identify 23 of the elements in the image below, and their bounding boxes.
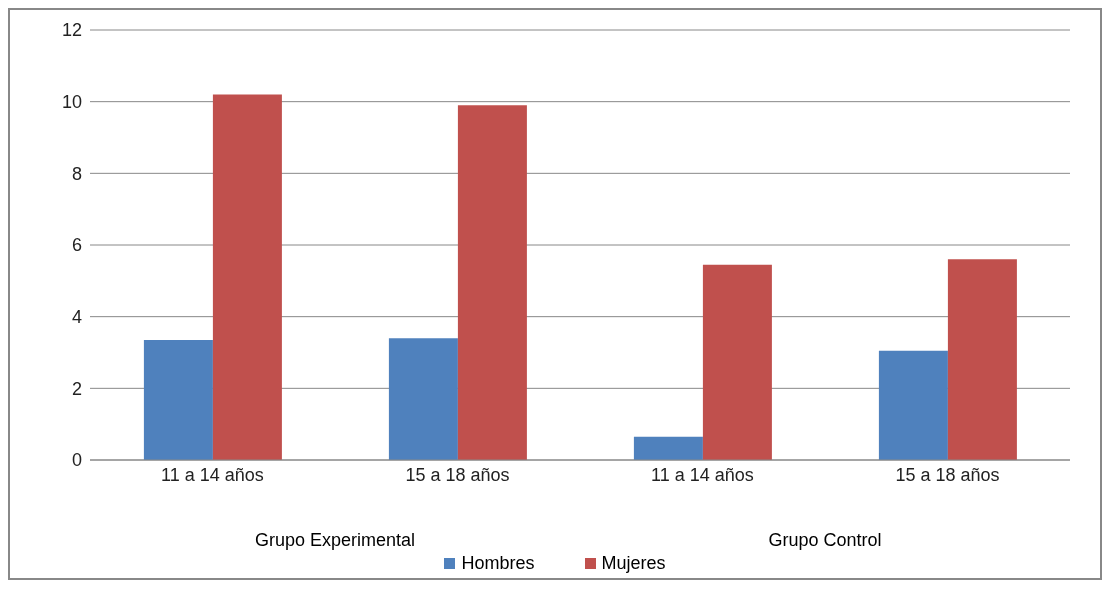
legend-label: Mujeres <box>601 553 666 574</box>
text: Grupo Experimental <box>253 530 417 551</box>
bar <box>143 339 213 460</box>
bar <box>212 94 282 460</box>
x-tick-label: 15 a 18 años <box>895 464 1000 485</box>
y-tick-label: 4 <box>71 307 82 328</box>
x-tick-label: 11 a 14 años <box>651 464 754 485</box>
y-tick-label: 2 <box>71 378 82 399</box>
legend-label: Hombres <box>461 553 535 574</box>
bar <box>633 436 703 460</box>
bar <box>947 259 1017 460</box>
text: Grupo Control <box>767 530 883 551</box>
y-tick-label: 12 <box>61 20 82 41</box>
y-tick-label: 0 <box>71 450 82 471</box>
y-tick-label: 10 <box>61 92 82 113</box>
y-tick-label: 6 <box>71 235 82 256</box>
bar <box>702 264 772 460</box>
y-tick-label: 8 <box>71 163 82 184</box>
bar <box>457 105 527 460</box>
bar <box>388 338 458 460</box>
x-tick-label: 15 a 18 años <box>405 464 510 485</box>
x-tick-label: 11 a 14 años <box>161 464 264 485</box>
bar <box>878 350 948 460</box>
